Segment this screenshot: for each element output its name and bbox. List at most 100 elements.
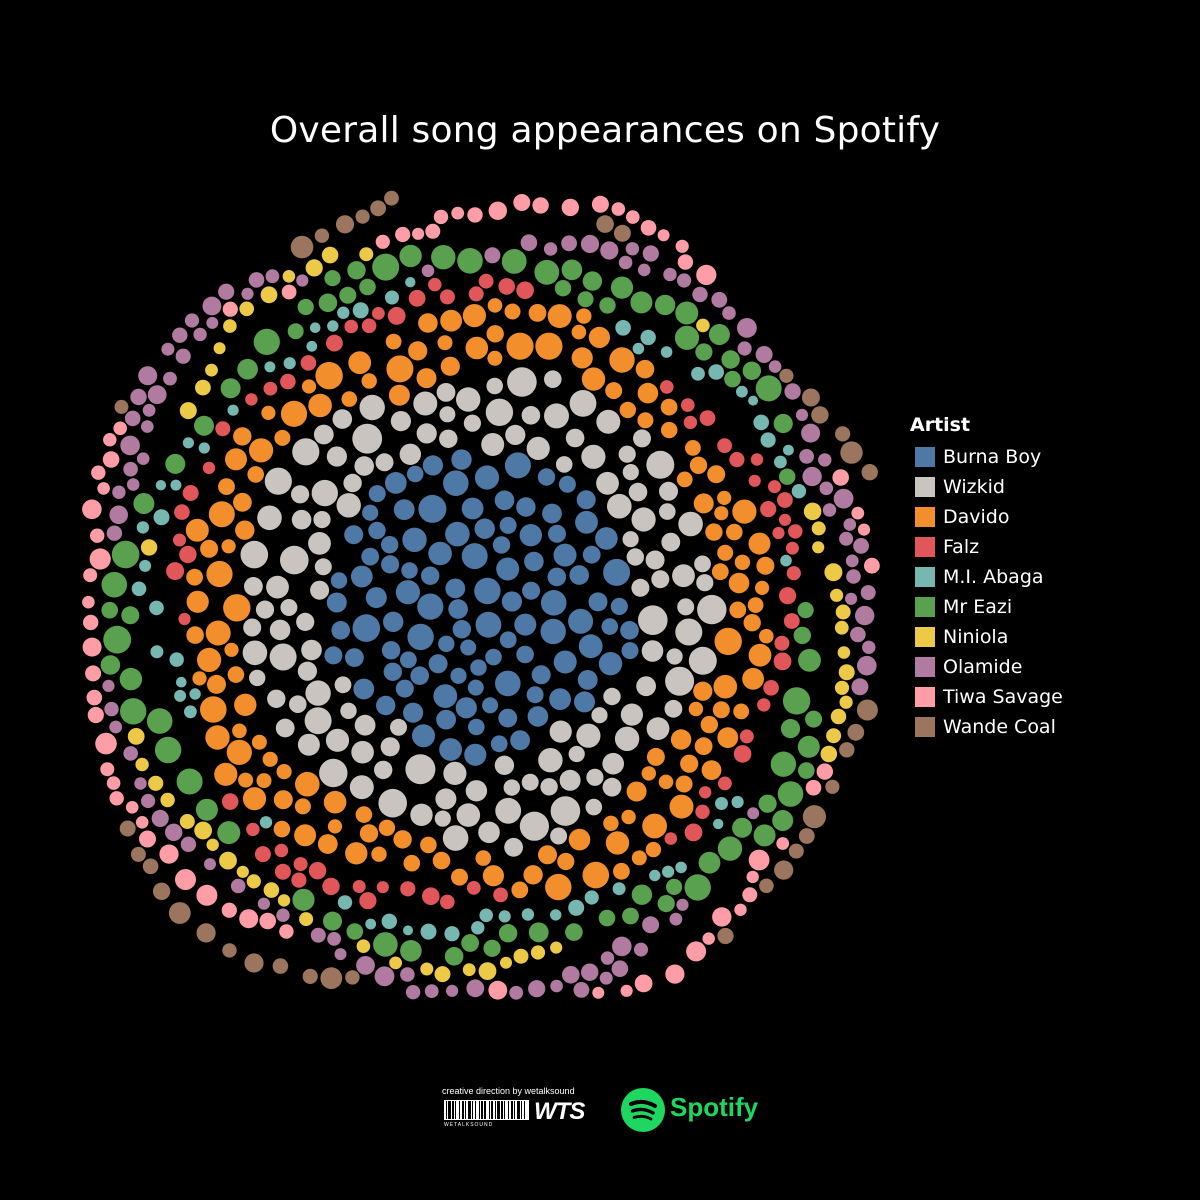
bubble bbox=[119, 820, 136, 837]
bubble bbox=[523, 865, 543, 885]
bubble bbox=[698, 851, 721, 874]
bubble bbox=[206, 560, 233, 588]
bubble bbox=[729, 452, 745, 468]
bubble bbox=[179, 814, 195, 829]
bubble bbox=[175, 869, 196, 890]
bubble bbox=[622, 464, 639, 481]
bubble bbox=[492, 536, 511, 554]
bubble bbox=[784, 383, 801, 400]
bubble bbox=[390, 411, 411, 432]
bubble bbox=[300, 355, 317, 371]
bubble bbox=[770, 751, 797, 777]
bubble bbox=[393, 499, 415, 520]
bubble bbox=[112, 485, 126, 499]
legend-label: Olamide bbox=[943, 656, 1023, 678]
bubble bbox=[330, 572, 348, 589]
bubble bbox=[565, 923, 583, 941]
bubble bbox=[714, 506, 729, 521]
bubble bbox=[206, 838, 219, 851]
bubble bbox=[386, 355, 414, 383]
bubble bbox=[602, 752, 624, 775]
bubble bbox=[474, 518, 495, 539]
bubble bbox=[498, 708, 518, 728]
bubble bbox=[507, 367, 537, 397]
bubble bbox=[134, 777, 147, 790]
bubble bbox=[308, 862, 327, 880]
bubble bbox=[412, 227, 425, 240]
bubble bbox=[257, 505, 282, 531]
bubble bbox=[675, 239, 689, 253]
bubble bbox=[712, 907, 732, 927]
bubble bbox=[417, 593, 444, 620]
bubble bbox=[641, 640, 664, 662]
bubble bbox=[334, 948, 347, 961]
bubble bbox=[101, 601, 118, 619]
bubble bbox=[788, 843, 804, 859]
bubble bbox=[801, 388, 820, 407]
bubble bbox=[678, 511, 703, 537]
bubble bbox=[483, 939, 501, 957]
bubble bbox=[760, 501, 777, 518]
bubble bbox=[383, 611, 404, 632]
bubble bbox=[113, 421, 127, 436]
bubble bbox=[582, 861, 610, 889]
bubble bbox=[711, 563, 729, 581]
bubble bbox=[468, 286, 484, 302]
bubble bbox=[522, 581, 541, 600]
bubble bbox=[757, 698, 771, 712]
bubble bbox=[163, 371, 177, 386]
bubble bbox=[697, 594, 727, 625]
bubble bbox=[816, 763, 833, 780]
bubble bbox=[819, 481, 834, 496]
bubble bbox=[301, 639, 322, 661]
bubble bbox=[839, 531, 854, 546]
bubble bbox=[406, 465, 424, 483]
bubble bbox=[550, 796, 581, 826]
bubble bbox=[543, 242, 558, 256]
legend-items: Burna Boy Wizkid Davido Falz M.I. Abaga Mr Ea… bbox=[910, 442, 1063, 742]
bubble bbox=[468, 718, 485, 736]
bubble bbox=[774, 860, 794, 880]
bubble bbox=[495, 797, 522, 824]
bubble bbox=[714, 627, 742, 656]
bubble bbox=[324, 646, 343, 665]
bubble bbox=[388, 384, 410, 406]
bubble bbox=[440, 356, 460, 376]
bubble bbox=[192, 671, 207, 686]
bubble bbox=[500, 956, 512, 969]
bubble bbox=[374, 966, 395, 987]
bubble bbox=[811, 406, 829, 424]
bubble bbox=[161, 342, 175, 356]
legend-swatch bbox=[915, 567, 935, 587]
bubble bbox=[174, 689, 187, 702]
bubble bbox=[684, 823, 703, 842]
bubble bbox=[186, 626, 204, 644]
bubble bbox=[694, 737, 713, 756]
bubble bbox=[774, 635, 790, 651]
bubble bbox=[226, 739, 252, 765]
bubble bbox=[470, 659, 487, 676]
bubble bbox=[120, 435, 140, 456]
bubble bbox=[501, 249, 527, 274]
bubble bbox=[538, 845, 557, 865]
bubble bbox=[662, 865, 675, 878]
bubble bbox=[519, 811, 550, 841]
bubble bbox=[750, 453, 764, 466]
bubble bbox=[326, 334, 343, 352]
bubble bbox=[797, 735, 820, 758]
bubble bbox=[83, 568, 98, 583]
bubble bbox=[206, 316, 219, 329]
bubble bbox=[516, 645, 534, 664]
bubble bbox=[399, 443, 421, 465]
bubble bbox=[205, 620, 231, 646]
bubble bbox=[642, 813, 667, 839]
bubble bbox=[339, 286, 357, 304]
bubble bbox=[403, 854, 421, 872]
legend-label: Falz bbox=[943, 536, 980, 558]
bubble bbox=[365, 587, 387, 609]
bubble bbox=[839, 742, 855, 758]
bubble bbox=[681, 398, 695, 412]
bubble bbox=[439, 738, 462, 761]
bubble bbox=[294, 798, 311, 815]
bubble bbox=[581, 444, 606, 469]
